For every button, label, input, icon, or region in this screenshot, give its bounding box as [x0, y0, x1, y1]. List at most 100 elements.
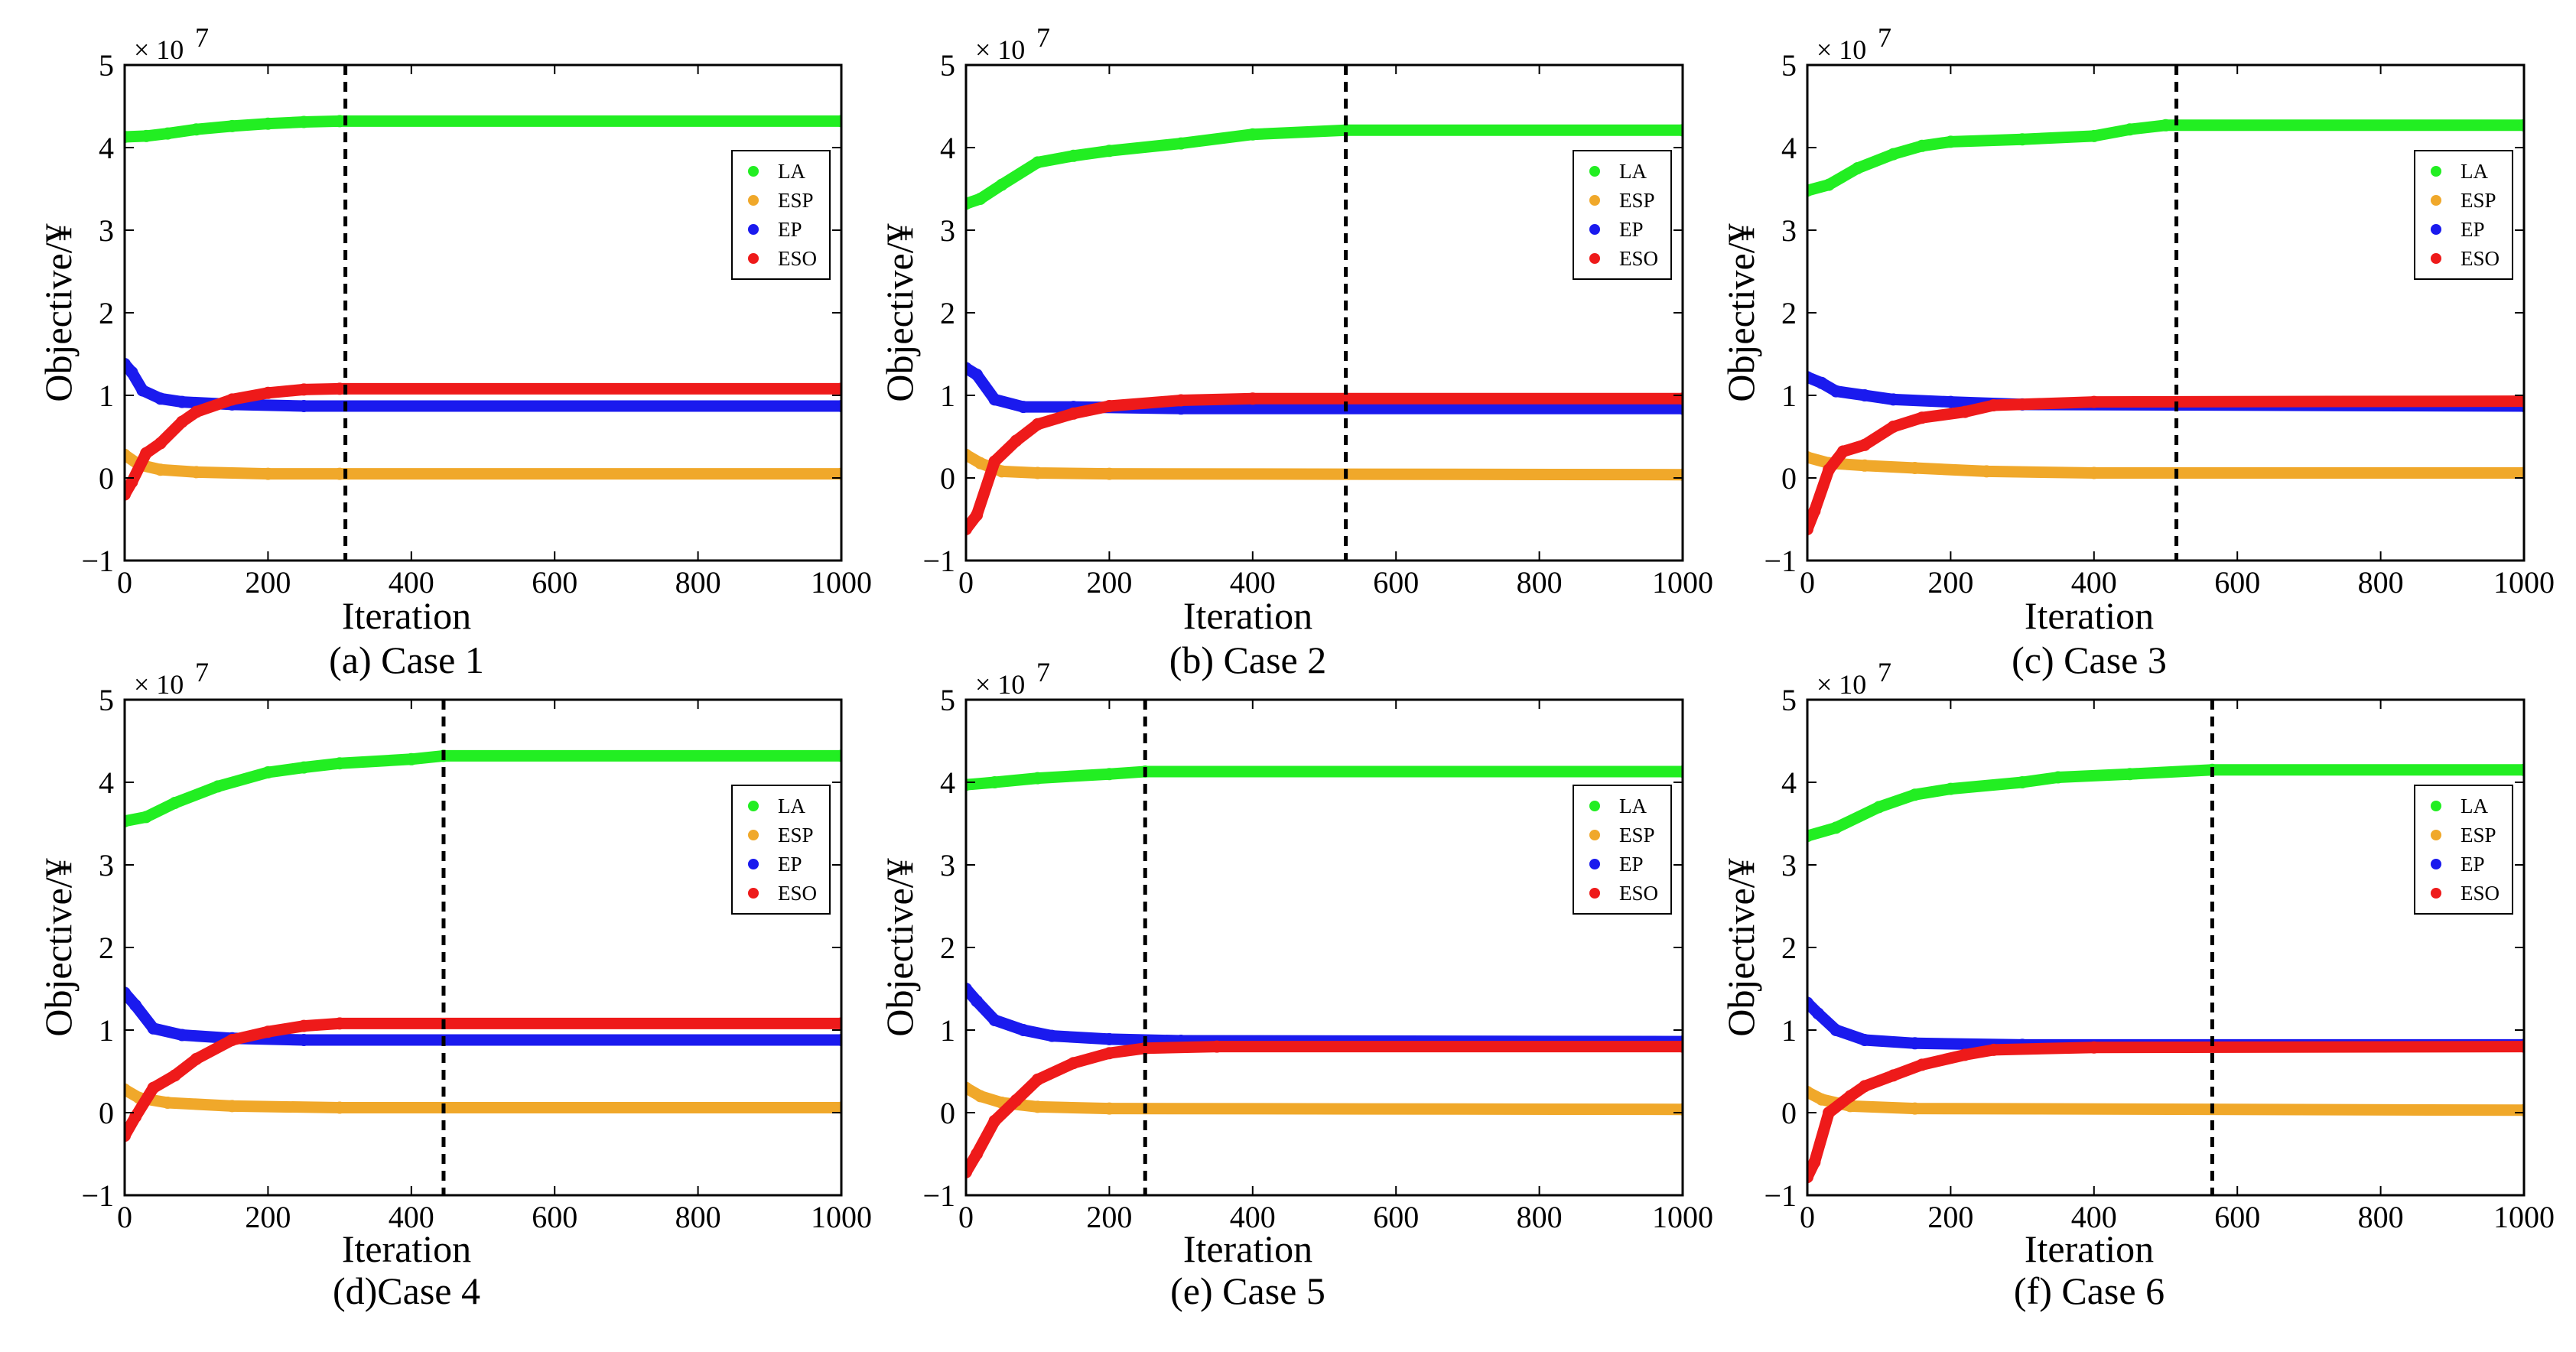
series-eso-point [988, 1114, 1001, 1127]
scale-exponent: 7 [1878, 22, 1891, 53]
series-ep-point [298, 400, 311, 412]
y-tick-label: −1 [81, 544, 114, 578]
scale-exponent: 7 [1036, 22, 1050, 53]
x-tick-label: 1000 [811, 1200, 872, 1234]
series-eso-point [1010, 1094, 1023, 1107]
y-tick-label: −1 [81, 1178, 114, 1213]
series-ep-point [835, 400, 841, 412]
x-tick-label: 800 [675, 565, 721, 600]
x-tick-label: 800 [2358, 1200, 2404, 1234]
series-la-point [1677, 124, 1683, 137]
series-la-point [2016, 133, 2029, 146]
series-la-point [1887, 148, 1900, 161]
legend: LA ESP EP ESO [2414, 785, 2513, 915]
series-la-point [1807, 184, 1813, 197]
series-esp-point [125, 1083, 131, 1096]
legend-label-esp: ESP [2461, 189, 2496, 212]
scale-multiplier: × 10 [975, 34, 1025, 65]
y-tick-label: 5 [1781, 683, 1797, 717]
series-esp-point [333, 1101, 346, 1114]
series-la-point [1103, 768, 1116, 781]
legend: LA ESP EP ESO [1573, 785, 1672, 915]
x-axis-label: Iteration [1183, 1227, 1312, 1270]
series-eso-point [1807, 523, 1813, 535]
x-tick-label: 400 [1230, 1200, 1276, 1234]
series-ep-point [125, 366, 138, 379]
series-ep-point [136, 384, 149, 397]
y-tick-label: −1 [1764, 544, 1797, 578]
series-la-point [2518, 119, 2524, 132]
series-eso-point [1031, 418, 1044, 431]
series-la-line [125, 749, 841, 827]
series-eso-point [226, 1034, 239, 1046]
series-eso-point [1987, 1043, 2000, 1056]
series-la-point [168, 797, 181, 809]
y-tick-label: 0 [940, 1096, 955, 1130]
series-la-point [1944, 135, 1957, 148]
legend: LA ESP EP ESO [1573, 150, 1672, 280]
legend-marker-eso [2431, 888, 2441, 899]
legend-marker-esp [1589, 830, 1600, 840]
series-esp-point [333, 467, 346, 480]
plot-frame [964, 63, 1684, 562]
x-tick-label: 600 [532, 1200, 577, 1234]
legend-marker-ep [2431, 224, 2441, 235]
panel-caption: (c) Case 3 [2012, 639, 2167, 681]
legend-marker-la [748, 801, 759, 811]
x-tick-label: 200 [1086, 565, 1132, 600]
x-axis-label: Iteration [342, 594, 471, 637]
y-axis-label: Objective/¥ [37, 223, 80, 401]
y-tick-label: 0 [99, 461, 114, 496]
legend-label-eso: ESO [778, 247, 817, 270]
legend-marker-ep [1589, 859, 1600, 869]
series-eso-point [835, 1017, 841, 1030]
series-la-point [298, 761, 311, 774]
series-eso-line [125, 1017, 841, 1142]
x-tick-label: 0 [117, 565, 132, 600]
y-tick-label: 4 [1781, 131, 1797, 165]
series-ep-point [1859, 389, 1871, 401]
y-tick-label: −1 [922, 1178, 955, 1213]
series-eso-point [1139, 1042, 1152, 1055]
legend-label-eso: ESO [2461, 882, 2500, 905]
series-la-point [1677, 765, 1683, 778]
series-la-line [966, 765, 1683, 791]
series-la-point [226, 119, 239, 132]
series-eso-point [298, 383, 311, 396]
series-la-point [333, 757, 346, 770]
scale-multiplier: × 10 [1817, 669, 1866, 700]
series-esp-point [161, 1097, 174, 1109]
series-esp-point [1908, 1102, 1921, 1115]
series-esp-point [2518, 466, 2524, 479]
series-esp-point [1103, 467, 1116, 480]
legend-label-ep: EP [2461, 218, 2485, 241]
panel-caption: (e) Case 5 [1170, 1269, 1325, 1312]
series-eso-point [966, 1165, 972, 1178]
y-tick-label: 5 [940, 683, 955, 717]
series-eso-point [147, 1081, 160, 1094]
series-la-point [2159, 119, 2172, 132]
y-axis-label: Objective/¥ [878, 223, 921, 401]
series-ep-point [1677, 402, 1683, 415]
series-eso-point [971, 1148, 984, 1160]
series-ep-point [1046, 1029, 1059, 1042]
x-tick-label: 1000 [1652, 1200, 1713, 1234]
x-tick-label: 1000 [811, 565, 872, 600]
series-eso-point [1211, 1040, 1223, 1053]
x-tick-label: 400 [2071, 1200, 2117, 1234]
series-la-point [298, 115, 311, 128]
series-esp-point [966, 448, 972, 461]
series-esp-point [974, 1090, 987, 1103]
series-esp-point [262, 467, 275, 480]
series-la-point [161, 127, 174, 140]
legend-marker-ep [748, 224, 759, 235]
series-eso-point [1823, 463, 1836, 476]
series-la-point [190, 123, 203, 136]
series-eso-point [1915, 1058, 1928, 1071]
legend-label-esp: ESP [1619, 824, 1655, 847]
series-eso-point [333, 382, 346, 395]
series-eso-point [226, 393, 239, 406]
